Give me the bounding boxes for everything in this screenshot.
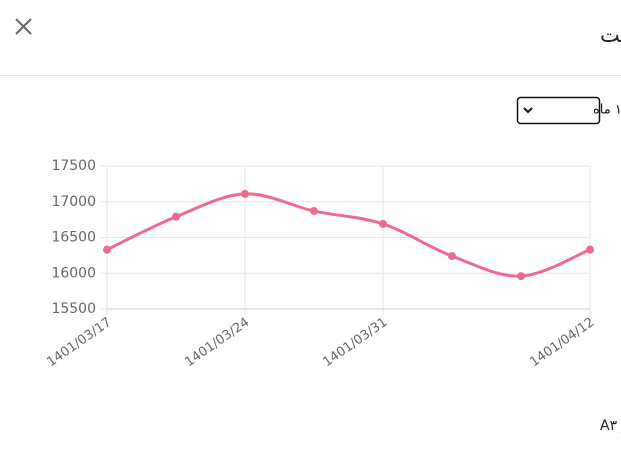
close-button[interactable] xyxy=(15,18,32,35)
y-tick-label: 16000 xyxy=(51,265,96,281)
product-name: میلگرد ۱۴ نیشابور A۳ xyxy=(600,417,621,434)
dialog-title: نمودار قیمت xyxy=(600,23,621,47)
price-point xyxy=(517,272,525,281)
y-tick-label: 17500 xyxy=(51,158,96,174)
price-point xyxy=(241,189,249,198)
price-point xyxy=(586,245,594,254)
select-chevron xyxy=(523,107,533,114)
price-point xyxy=(448,252,456,261)
select-box xyxy=(516,96,601,125)
price-point xyxy=(103,245,111,254)
period-select[interactable]: ۱ ماه xyxy=(516,96,621,125)
y-tick-label: 16500 xyxy=(51,230,96,246)
close-icon-stroke xyxy=(15,18,32,35)
y-tick-label: 15500 xyxy=(51,301,96,317)
y-tick-label: 17000 xyxy=(51,194,96,210)
price-point xyxy=(310,207,318,216)
price-line xyxy=(106,192,591,278)
select-label: ۱ ماه xyxy=(593,103,621,118)
price-point xyxy=(172,212,180,221)
price-point xyxy=(379,219,387,228)
